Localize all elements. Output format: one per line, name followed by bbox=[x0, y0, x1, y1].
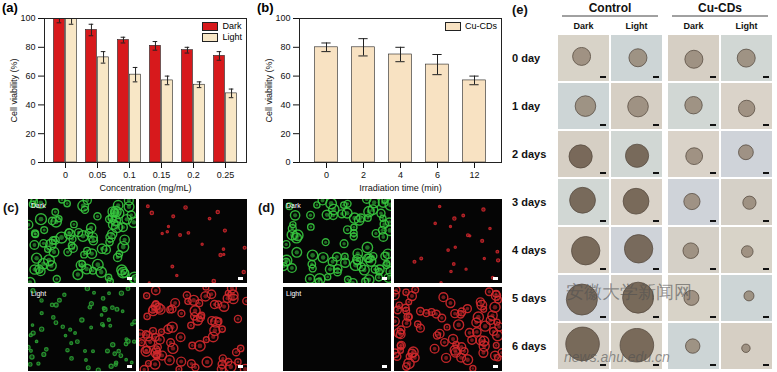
svg-text:0.2: 0.2 bbox=[187, 170, 200, 180]
svg-text:80: 80 bbox=[280, 42, 290, 52]
svg-text:0: 0 bbox=[30, 157, 35, 167]
svg-text:0 day: 0 day bbox=[512, 52, 541, 64]
svg-text:100: 100 bbox=[275, 13, 290, 23]
svg-text:6 days: 6 days bbox=[512, 340, 546, 352]
svg-text:100: 100 bbox=[20, 13, 35, 23]
svg-text:3 days: 3 days bbox=[512, 196, 546, 208]
svg-text:Concentration (mg/mL): Concentration (mg/mL) bbox=[99, 183, 191, 193]
svg-text:60: 60 bbox=[25, 71, 35, 81]
svg-text:0.05: 0.05 bbox=[89, 170, 107, 180]
svg-text:4: 4 bbox=[398, 170, 403, 180]
svg-text:Dark: Dark bbox=[683, 21, 704, 31]
svg-text:5 days: 5 days bbox=[512, 292, 546, 304]
svg-text:40: 40 bbox=[25, 100, 35, 110]
html-text:Cu-CDs: Cu-CDs bbox=[465, 21, 497, 31]
svg-text:Cell viability (%): Cell viability (%) bbox=[264, 58, 274, 122]
svg-text:Light: Light bbox=[736, 21, 758, 31]
svg-text:12: 12 bbox=[469, 170, 479, 180]
svg-text:40: 40 bbox=[280, 100, 290, 110]
svg-text:20: 20 bbox=[25, 129, 35, 139]
svg-text:Dark: Dark bbox=[286, 202, 301, 209]
svg-text:0: 0 bbox=[63, 170, 68, 180]
html-text:(a): (a) bbox=[2, 0, 18, 15]
svg-text:80: 80 bbox=[25, 42, 35, 52]
svg-text:安徽大学新闻网: 安徽大学新闻网 bbox=[566, 282, 692, 302]
svg-text:Cell viability (%): Cell viability (%) bbox=[9, 58, 19, 122]
svg-text:20: 20 bbox=[280, 129, 290, 139]
html-text:Light: Light bbox=[222, 32, 242, 42]
svg-text:news.ahu.edu.cn: news.ahu.edu.cn bbox=[564, 349, 670, 365]
svg-text:Light: Light bbox=[626, 21, 648, 31]
svg-text:(d): (d) bbox=[258, 200, 275, 215]
svg-text:Irradiation time (min): Irradiation time (min) bbox=[359, 183, 442, 193]
svg-text:Dark: Dark bbox=[573, 21, 594, 31]
svg-text:1 day: 1 day bbox=[512, 100, 541, 112]
svg-text:60: 60 bbox=[280, 71, 290, 81]
svg-text:2: 2 bbox=[361, 170, 366, 180]
svg-text:6: 6 bbox=[435, 170, 440, 180]
svg-text:Light: Light bbox=[286, 290, 301, 298]
svg-text:Cu-CDs: Cu-CDs bbox=[698, 1, 742, 15]
svg-text:(c): (c) bbox=[3, 200, 19, 215]
svg-text:0: 0 bbox=[285, 157, 290, 167]
svg-text:Dark: Dark bbox=[31, 202, 46, 209]
svg-text:0: 0 bbox=[324, 170, 329, 180]
html-text:Dark: Dark bbox=[222, 21, 242, 31]
svg-text:4 days: 4 days bbox=[512, 244, 546, 256]
svg-text:0.1: 0.1 bbox=[123, 170, 136, 180]
svg-text:0.15: 0.15 bbox=[153, 170, 171, 180]
svg-text:0.25: 0.25 bbox=[217, 170, 235, 180]
svg-text:Light: Light bbox=[31, 290, 46, 298]
html-text:(b): (b) bbox=[257, 0, 274, 15]
svg-text:(e): (e) bbox=[512, 2, 528, 17]
svg-text:2 days: 2 days bbox=[512, 148, 546, 160]
svg-text:Control: Control bbox=[589, 1, 632, 15]
